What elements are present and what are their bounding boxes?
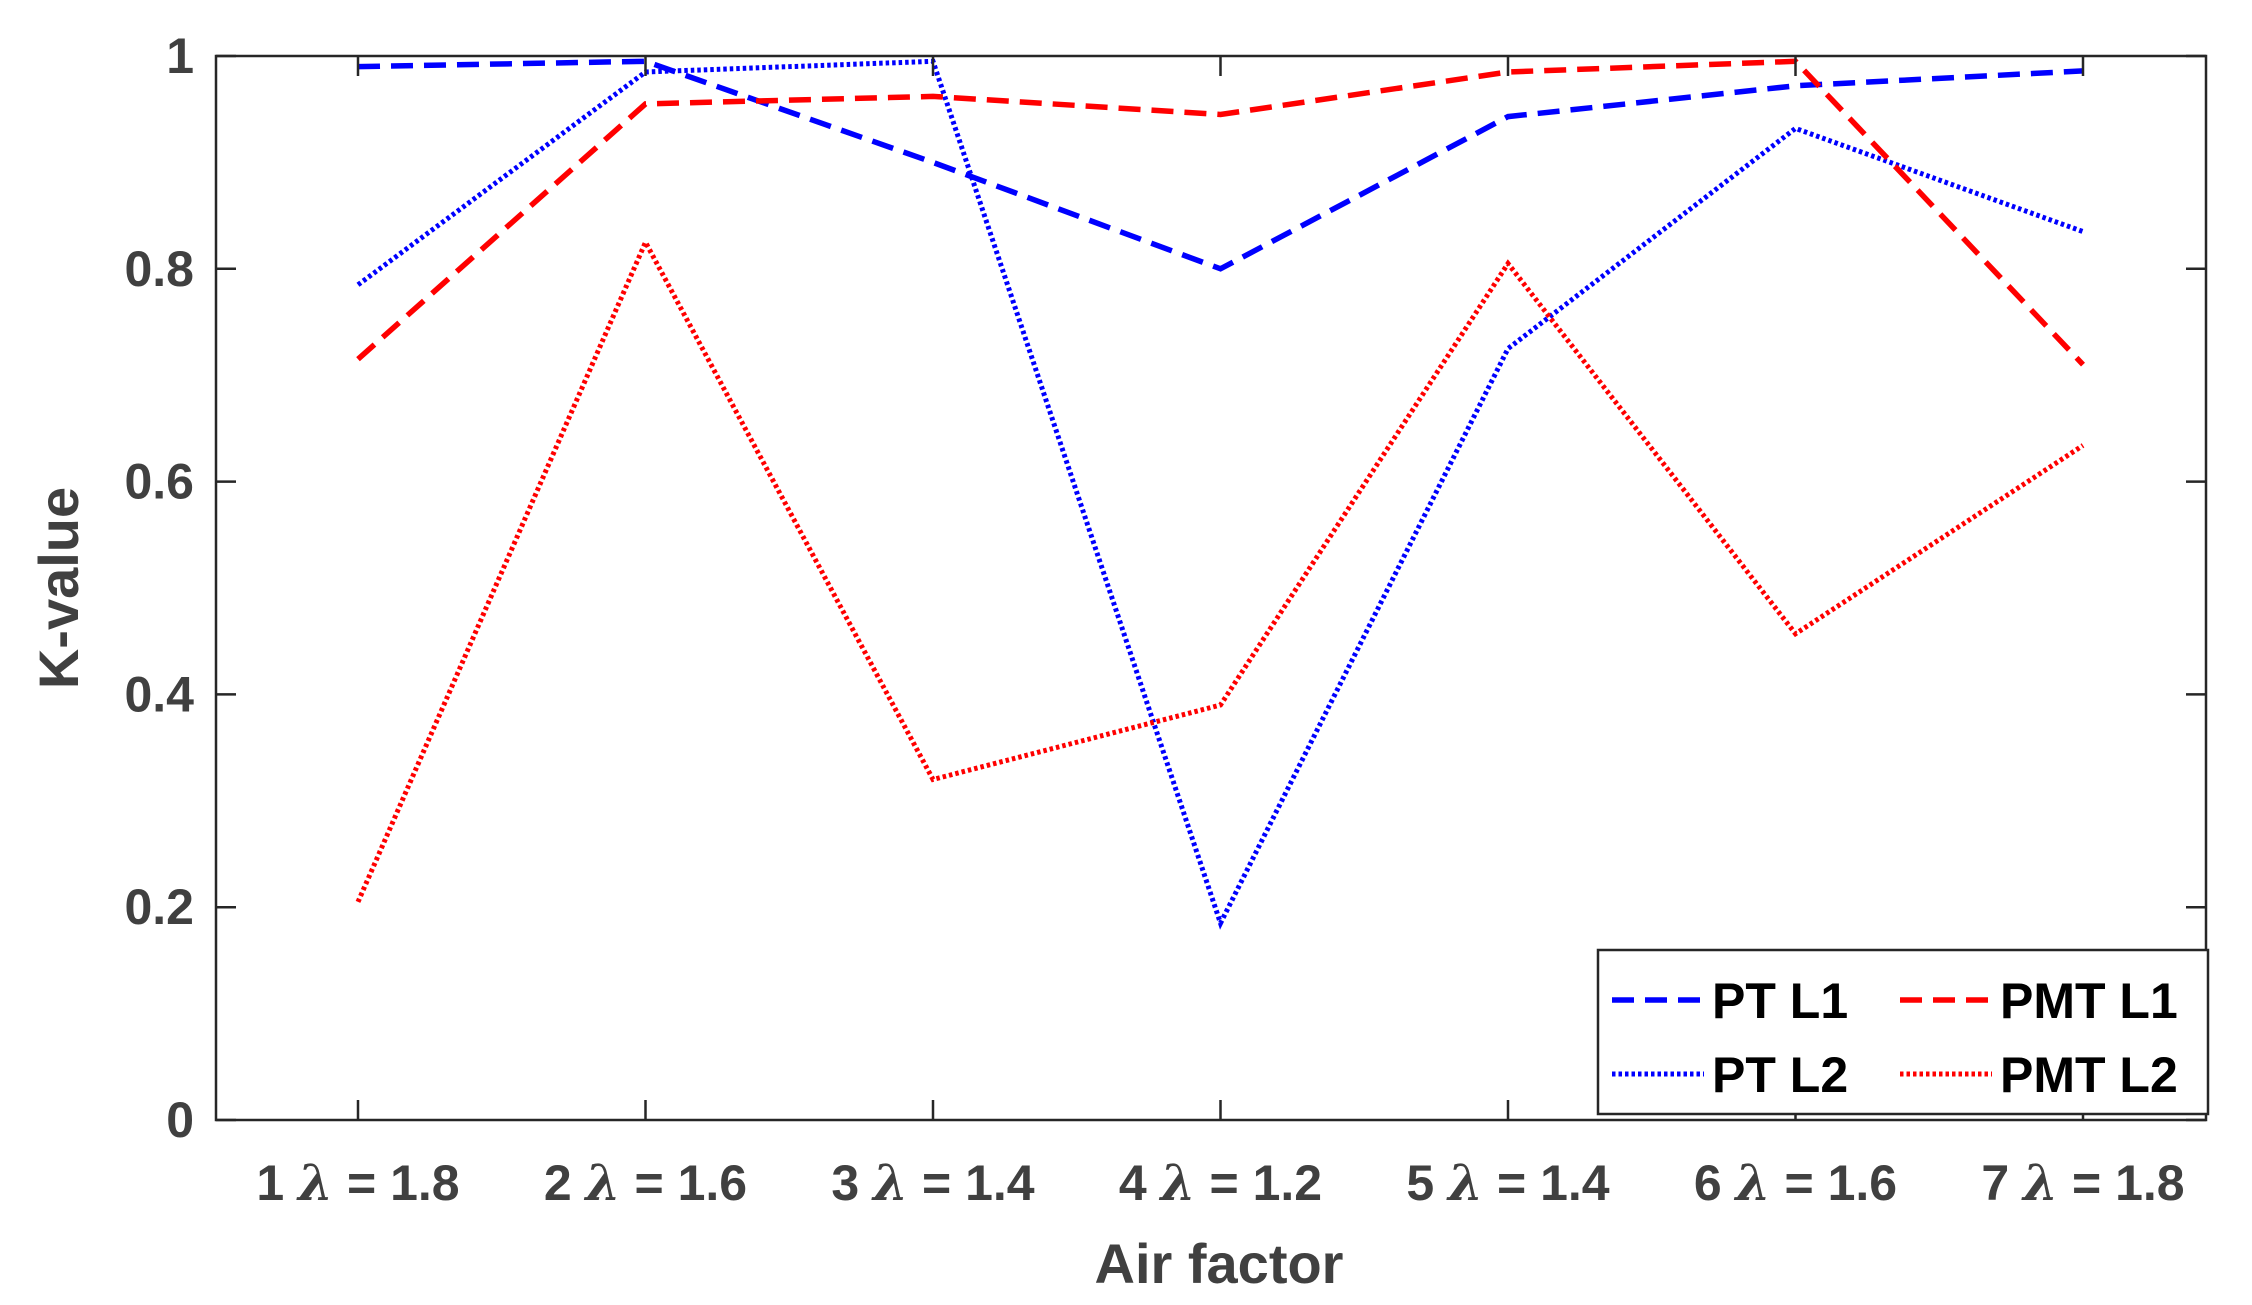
x-tick-label: 4 λ = 1.2 [1119,1153,1322,1212]
y-tick-label: 0.6 [124,454,194,510]
y-tick-label: 0.2 [124,879,194,935]
series-line-pt-l1 [357,58,2084,272]
y-tick-label: 0.8 [124,241,194,297]
x-tick-label: 1 λ = 1.8 [256,1153,459,1212]
plot-frame [214,54,2208,1122]
x-tick-label: 2 λ = 1.6 [544,1153,747,1212]
x-tick-label: 7 λ = 1.8 [1981,1153,2184,1212]
legend: PT L1 PMT L1 PT L2 PMT L2 [1596,948,2210,1116]
x-tick-label: 5 λ = 1.4 [1406,1153,1609,1212]
y-tick-label: 0.4 [124,666,194,722]
y-tick-label: 1 [166,28,194,84]
legend-label-pmt-l1: PMT L1 [2000,973,2178,1029]
y-axis-label: K-value [27,487,90,689]
legend-label-pt-l1: PT L1 [1712,973,1848,1029]
x-axis-label: Air factor [1095,1232,1344,1295]
x-tick-label: 6 λ = 1.6 [1694,1153,1897,1212]
legend-label-pmt-l2: PMT L2 [2000,1047,2178,1103]
series-line-pmt-l2 [355,236,2085,903]
legend-box [1596,948,2210,1116]
ticks-layer: 0 0.2 0.4 0.6 0.8 1 1 λ = 1.8 2 λ = 1.6 3 λ = 1.… [124,28,2206,1212]
legend-label-pt-l2: PT L2 [1712,1047,1848,1103]
y-tick-label: 0 [166,1092,194,1148]
x-tick-label: 3 λ = 1.4 [831,1153,1034,1212]
